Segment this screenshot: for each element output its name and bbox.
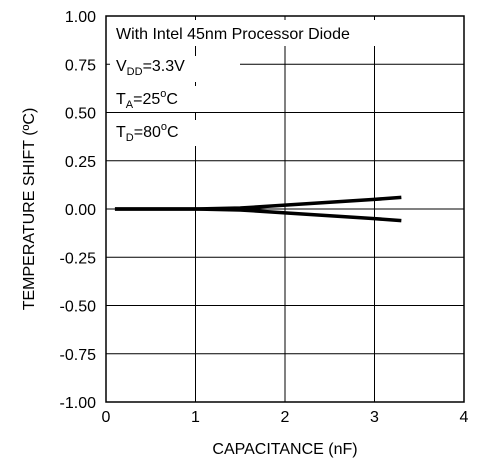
ta-sup: o [160, 88, 166, 100]
ta-main: T [116, 91, 126, 108]
plot-frame [105, 15, 465, 403]
y-tick-label: 0.00 [65, 202, 96, 219]
vdd-main: V [116, 58, 127, 75]
series-line-2 [114, 207, 402, 223]
x-tick-label: 0 [102, 409, 111, 426]
annotation-td: TD=80oC [116, 121, 179, 144]
y-tick-label: 1.00 [65, 9, 96, 26]
y-tick-label: -0.75 [60, 347, 97, 364]
td-sub: D [126, 132, 134, 144]
vdd-rest: =3.3V [143, 58, 186, 75]
series-group [114, 195, 402, 223]
y-tick-label: 0.50 [65, 106, 96, 123]
ta-sub: A [126, 99, 134, 111]
annotation-vdd: VDD=3.3V [116, 58, 185, 78]
x-tick-label: 2 [281, 409, 290, 426]
y-tick-label: 0.75 [65, 57, 96, 74]
y-tick-label: -1.00 [60, 395, 97, 412]
y-tick-label: 0.25 [65, 154, 96, 171]
annotation-bg [110, 20, 432, 46]
x-tick-labels: 0 1 2 3 4 [102, 409, 469, 426]
annotation-ta: TA=25oC [116, 88, 178, 111]
y-axis-title: TEMPERATURE SHIFT (ºC) [21, 108, 38, 311]
y-tick-label: -0.50 [60, 299, 97, 316]
ta-rest-a: =25 [133, 91, 160, 108]
td-sup: o [161, 121, 167, 133]
x-tick-label: 3 [370, 409, 379, 426]
td-rest-b: C [167, 124, 179, 141]
annotation-ta-bg [110, 86, 210, 112]
x-tick-label: 1 [191, 409, 200, 426]
y-tick-label: -0.25 [60, 250, 97, 267]
td-main: T [116, 124, 126, 141]
td-rest-a: =80 [134, 124, 161, 141]
y-tick-labels: 1.00 0.75 0.50 0.25 0.00 -0.25 -0.50 -0.75 -1.00 [60, 9, 97, 412]
annotation-td-bg [110, 120, 210, 146]
annotation-processor: With Intel 45nm Processor Diode [116, 26, 350, 43]
annotation-vdd-bg [110, 56, 240, 82]
ta-rest-b: C [166, 91, 178, 108]
x-axis-title: CAPACITANCE (nF) [212, 441, 357, 458]
x-tick-label: 4 [460, 409, 469, 426]
vdd-sub: DD [127, 66, 143, 78]
